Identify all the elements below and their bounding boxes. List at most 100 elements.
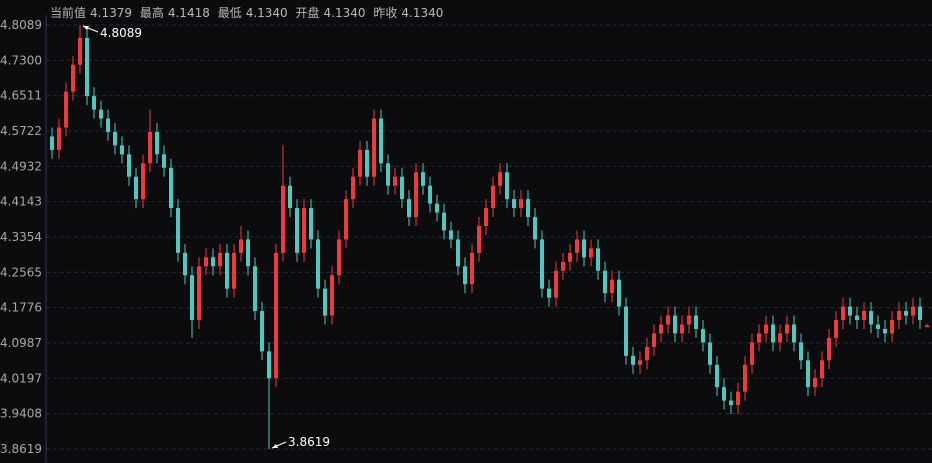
candle-body	[211, 257, 215, 267]
candle-body	[400, 176, 404, 200]
high-value: 4.1418	[167, 6, 210, 20]
candle-body	[183, 252, 187, 276]
candle-body	[309, 208, 313, 240]
candle-body	[722, 387, 726, 401]
candle-body	[778, 333, 782, 343]
candle-body	[918, 306, 922, 321]
candle-body	[267, 351, 271, 379]
candle-body	[743, 364, 747, 392]
candle-body	[484, 208, 488, 226]
candle-body	[64, 91, 68, 128]
candle-body	[85, 37, 89, 97]
candle-body	[673, 315, 677, 334]
candle-body	[652, 333, 656, 347]
y-tick-label: 4.7300	[0, 53, 42, 67]
low-label: 最低	[217, 6, 242, 20]
current-value: 4.1379	[90, 6, 133, 20]
candle-body	[596, 248, 600, 271]
candle-body	[302, 208, 306, 253]
candle-body	[897, 311, 901, 321]
candle-body	[841, 306, 845, 321]
candle-body	[169, 167, 173, 209]
candle-body	[603, 270, 607, 294]
candle-body	[792, 324, 796, 343]
low-value: 4.1340	[245, 6, 288, 20]
current-label: 当前值	[50, 6, 87, 20]
candle-body	[393, 176, 397, 186]
candle-body	[99, 109, 103, 119]
high-label: 最高	[139, 6, 164, 20]
y-tick-label: 4.0987	[0, 336, 42, 350]
y-tick-label: 3.8619	[0, 442, 42, 456]
candle-body	[561, 261, 565, 271]
y-tick-label: 4.5722	[0, 124, 42, 138]
candle-body	[421, 172, 425, 186]
candle-body	[141, 163, 145, 200]
candle-body	[414, 172, 418, 218]
candle-body	[113, 131, 117, 146]
candle-body	[813, 378, 817, 388]
candle-body	[680, 324, 684, 334]
candle-body	[323, 288, 327, 316]
candle-body	[533, 217, 537, 240]
min-arrow-head	[272, 444, 278, 448]
open-label: 开盘	[295, 6, 320, 20]
open-value: 4.1340	[323, 6, 366, 20]
candle-body	[666, 315, 670, 325]
candle-body	[806, 360, 810, 388]
candle-body	[50, 136, 54, 150]
candle-body	[568, 252, 572, 262]
candle-body	[239, 239, 243, 253]
candle-body	[197, 266, 201, 321]
candle-body	[253, 266, 257, 312]
candle-body	[512, 199, 516, 209]
candle-body	[407, 199, 411, 218]
candle-body	[659, 324, 663, 334]
candle-body	[750, 342, 754, 365]
candle-body	[274, 252, 278, 379]
candle-body	[589, 248, 593, 258]
candle-body	[883, 328, 887, 334]
candle-body	[617, 279, 621, 307]
candle-body	[834, 320, 838, 338]
candle-body	[127, 154, 131, 177]
y-tick-label: 4.4932	[0, 159, 42, 173]
candle-body	[848, 306, 852, 316]
candle-body	[554, 270, 558, 298]
candle-body	[190, 275, 194, 321]
candle-body	[260, 311, 264, 352]
candle-body	[386, 163, 390, 186]
candle-body	[526, 199, 530, 218]
candle-body	[757, 333, 761, 343]
candle-body	[638, 360, 642, 365]
candle-body	[106, 118, 110, 132]
candle-body	[365, 149, 369, 177]
candle-body	[428, 185, 432, 204]
candle-body	[148, 131, 152, 164]
candle-body	[820, 360, 824, 379]
candle-body	[435, 203, 439, 213]
candle-body	[764, 324, 768, 334]
candle-body	[204, 257, 208, 267]
candle-body	[232, 252, 236, 289]
candle-body	[785, 324, 789, 334]
candle-body	[477, 225, 481, 253]
candle-body	[470, 252, 474, 285]
candle-body	[911, 306, 915, 316]
candle-body	[295, 208, 299, 253]
y-tick-label: 4.6511	[0, 89, 42, 103]
candle-body	[372, 118, 376, 177]
candle-body	[71, 64, 75, 92]
candle-body	[582, 239, 586, 258]
candle-body	[708, 342, 712, 365]
candle-body	[456, 239, 460, 267]
candle-body	[540, 239, 544, 289]
candle-body	[358, 149, 362, 177]
candle-body	[134, 176, 138, 200]
prev-close-value: 4.1340	[401, 6, 444, 20]
candle-body	[575, 239, 579, 253]
y-tick-label: 4.4143	[0, 195, 42, 209]
candle-body	[155, 131, 159, 155]
